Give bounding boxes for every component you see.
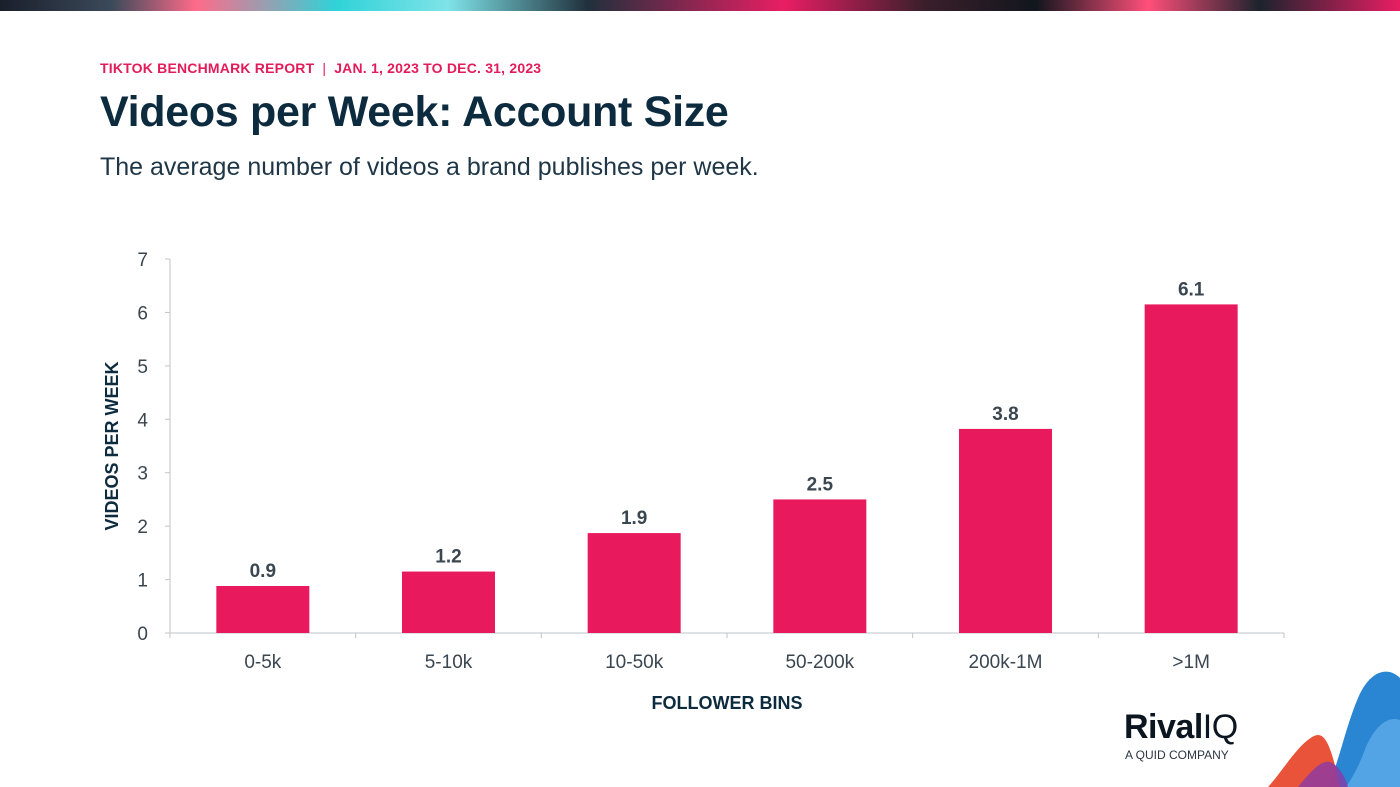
- y-tick-label: 3: [137, 464, 148, 485]
- y-tick-label: 1: [137, 571, 148, 592]
- page-subtitle: The average number of videos a brand pub…: [100, 153, 759, 181]
- y-tick-label: 4: [137, 410, 148, 431]
- logo-word-bold: Rival: [1124, 708, 1203, 746]
- report-date-range: JAN. 1, 2023 TO DEC. 31, 2023: [334, 60, 542, 76]
- data-label: 6.1: [1178, 279, 1205, 300]
- data-label: 0.9: [250, 561, 276, 582]
- logo-wordmark: RivalIQ: [1124, 708, 1238, 747]
- bar: [1144, 304, 1238, 633]
- data-label: 3.8: [992, 404, 1018, 425]
- bar: [402, 571, 495, 633]
- x-axis: 0-5k 5-10k 10-50k 50-200k 200k-1M >1M: [169, 632, 1285, 673]
- data-labels: 0.9 1.2 1.9 2.5 3.8 6.1: [250, 279, 1205, 582]
- page-title: Videos per Week: Account Size: [100, 88, 729, 136]
- y-tick-label: 2: [137, 517, 148, 538]
- bar: [773, 499, 867, 633]
- y-tick-label: 6: [137, 303, 148, 324]
- data-label: 2.5: [807, 474, 834, 495]
- y-axis-title: VIDEOS PER WEEK: [102, 361, 122, 530]
- brand-logo: RivalIQ A QUID COMPANY: [1124, 708, 1294, 768]
- logo-tagline: A QUID COMPANY: [1125, 748, 1229, 762]
- bar-series: [216, 304, 1238, 633]
- y-tick-label: 0: [137, 624, 148, 645]
- data-label: 1.2: [435, 547, 461, 568]
- eyebrow-separator: |: [322, 60, 327, 76]
- x-category-label: 0-5k: [244, 652, 281, 673]
- data-label: 1.9: [621, 508, 647, 529]
- y-tick-label: 7: [137, 250, 148, 271]
- logo-word-light: IQ: [1202, 708, 1238, 746]
- x-axis-title: FOLLOWER BINS: [652, 693, 803, 713]
- y-axis: 0 1 2 3 4 5 6 7: [137, 250, 171, 645]
- x-category-label: 5-10k: [425, 652, 473, 673]
- x-category-label: >1M: [1172, 652, 1210, 673]
- decorative-top-strip: [0, 0, 1400, 11]
- bar: [959, 428, 1052, 633]
- report-name: TIKTOK BENCHMARK REPORT: [100, 60, 315, 76]
- bar: [216, 585, 310, 633]
- x-category-label: 50-200k: [785, 652, 854, 673]
- decorative-wave-art: [1268, 671, 1400, 787]
- x-category-label: 200k-1M: [969, 652, 1043, 673]
- report-eyebrow: TIKTOK BENCHMARK REPORT | JAN. 1, 2023 TO …: [100, 60, 541, 76]
- x-category-label: 10-50k: [605, 652, 664, 673]
- y-tick-label: 5: [137, 357, 148, 378]
- bar: [587, 533, 681, 633]
